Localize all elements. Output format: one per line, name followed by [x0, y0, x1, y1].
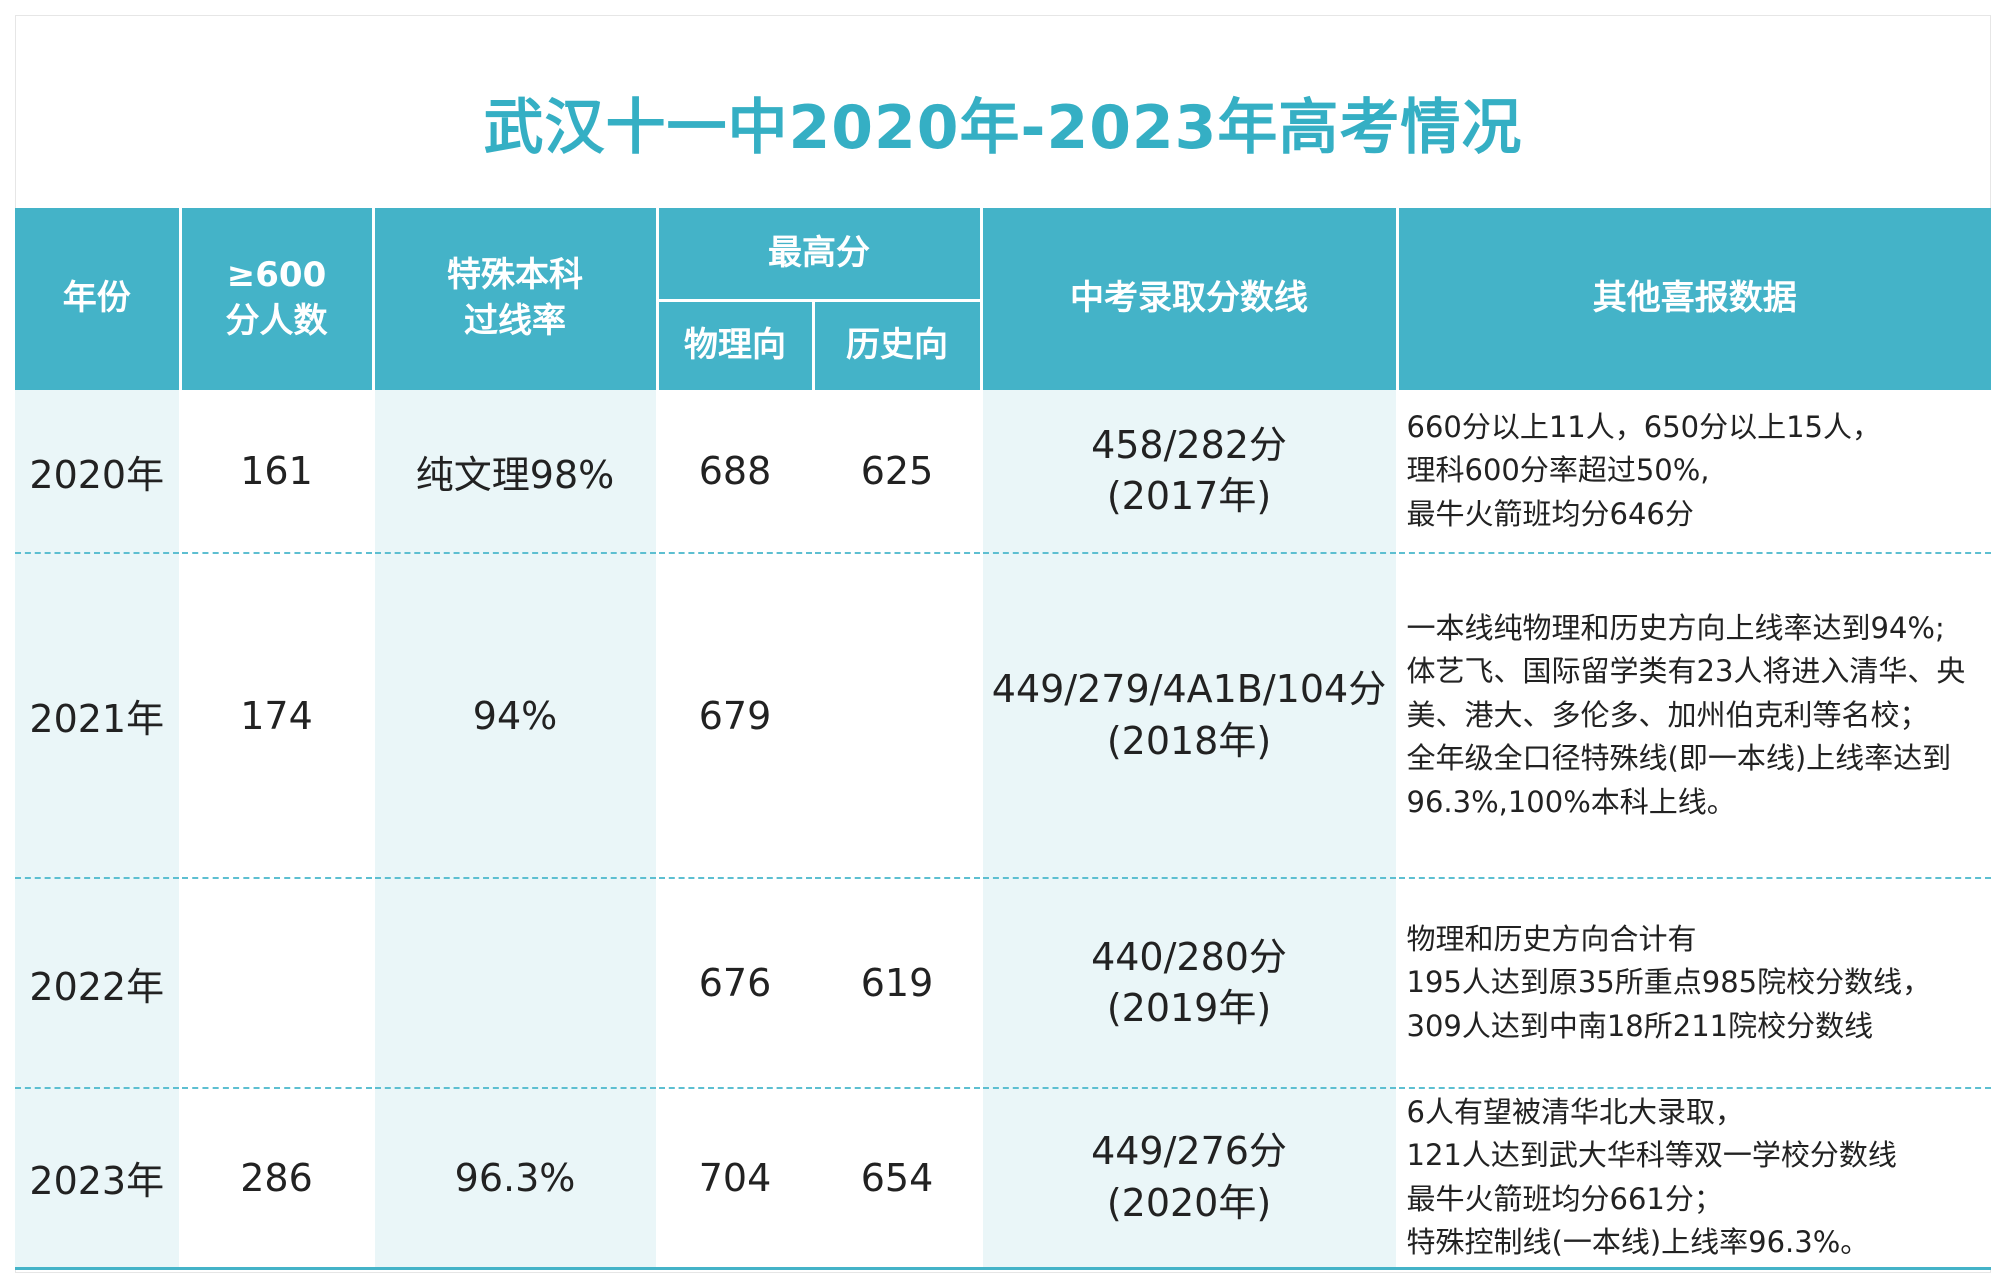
header-count600: ≥600 分人数 — [178, 208, 375, 390]
cell-count600: 174 — [178, 553, 375, 879]
cell-history: 619 — [811, 878, 983, 1089]
cell-zhongkao: 440/280分 (2019年) — [979, 878, 1399, 1089]
results-table: 年份 ≥600 分人数 特殊本科 过线率 最高分 中考录取分数线 其他喜报数据 … — [15, 208, 1991, 1270]
cell-special-rate: 96.3% — [371, 1088, 659, 1270]
cell-special-rate: 纯文理98% — [371, 390, 659, 554]
header-history: 历史向 — [811, 298, 981, 390]
cell-year: 2020年 — [15, 390, 182, 554]
cell-physics: 704 — [655, 1088, 815, 1270]
cell-year: 2021年 — [15, 553, 182, 879]
table-row: 2020年 161 纯文理98% 688 625 458/282分 (2017年… — [15, 390, 1991, 554]
header-special-rate: 特殊本科 过线率 — [371, 208, 659, 390]
table-row: 2022年 676 619 440/280分 (2019年) 物理和历史方向合计… — [15, 878, 1991, 1089]
cell-history: 625 — [811, 390, 983, 554]
cell-other: 一本线纯物理和历史方向上线率达到94%; 体艺飞、国际留学类有23人将进入清华、… — [1395, 553, 1991, 879]
cell-other: 6人有望被清华北大录取， 121人达到武大华科等双一学校分数线 最牛火箭班均分6… — [1395, 1088, 1991, 1270]
header-physics: 物理向 — [657, 298, 815, 390]
table-row: 2021年 174 94% 679 449/279/4A1B/104分 (201… — [15, 553, 1991, 879]
cell-physics: 676 — [655, 878, 815, 1089]
table-row: 2023年 286 96.3% 704 654 449/276分 (2020年)… — [15, 1088, 1991, 1270]
cell-year: 2022年 — [15, 878, 182, 1089]
cell-count600: 286 — [178, 1088, 375, 1270]
table-header: 年份 ≥600 分人数 特殊本科 过线率 最高分 中考录取分数线 其他喜报数据 … — [15, 208, 1991, 390]
cell-physics: 679 — [655, 553, 815, 879]
header-year: 年份 — [15, 208, 182, 390]
header-other: 其他喜报数据 — [1395, 208, 1991, 390]
cell-count600: 161 — [178, 390, 375, 554]
cell-physics: 688 — [655, 390, 815, 554]
cell-count600 — [178, 878, 375, 1089]
cell-year: 2023年 — [15, 1088, 182, 1270]
cell-history: 654 — [811, 1088, 983, 1270]
cell-other: 660分以上11人，650分以上15人， 理科600分率超过50%, 最牛火箭班… — [1395, 390, 1991, 554]
cell-zhongkao: 449/279/4A1B/104分 (2018年) — [979, 553, 1399, 879]
cell-special-rate — [371, 878, 659, 1089]
page-title: 武汉十一中2020年-2023年高考情况 — [483, 92, 1523, 163]
cell-zhongkao: 458/282分 (2017年) — [979, 390, 1399, 554]
cell-history — [811, 553, 983, 879]
header-zhongkao: 中考录取分数线 — [979, 208, 1399, 390]
cell-special-rate: 94% — [371, 553, 659, 879]
cell-zhongkao: 449/276分 (2020年) — [979, 1088, 1399, 1270]
cell-other: 物理和历史方向合计有 195人达到原35所重点985院校分数线， 309人达到中… — [1395, 878, 1991, 1089]
header-highest: 最高分 — [655, 208, 983, 300]
